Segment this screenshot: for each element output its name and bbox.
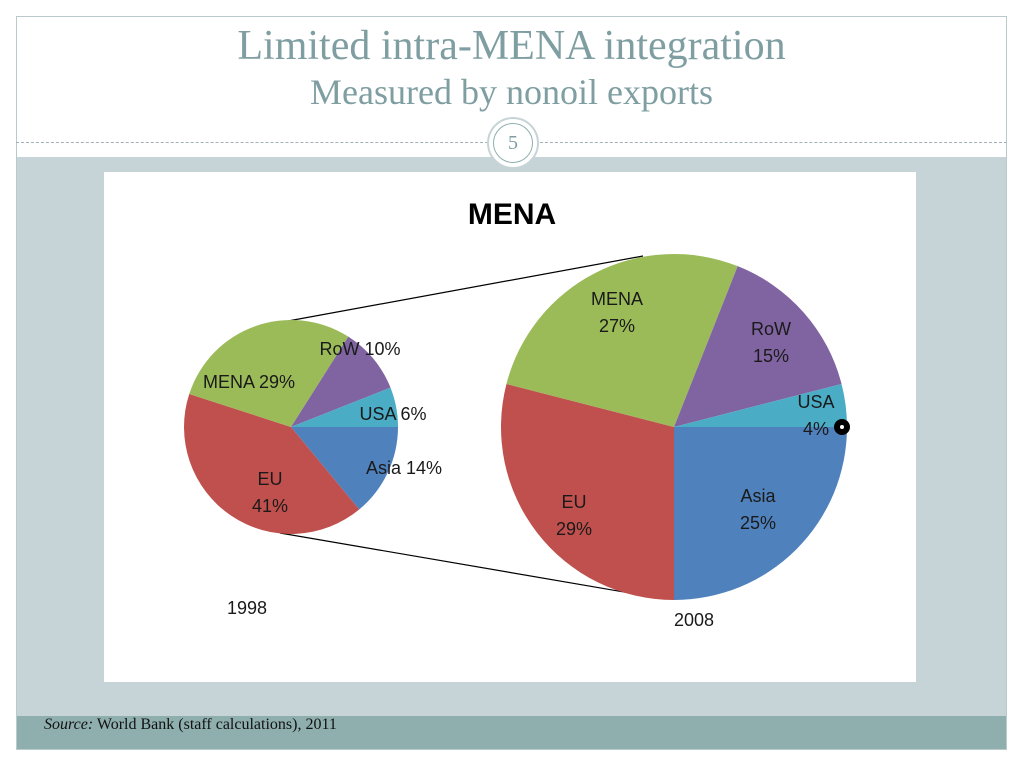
slice-2008-asia	[674, 427, 847, 600]
connector-line-bottom	[279, 532, 660, 599]
selection-handle-dot-icon	[840, 425, 844, 429]
chart-title: MENA	[468, 198, 556, 231]
slide-title: Limited intra-MENA integration	[237, 23, 786, 69]
connector-line-top	[287, 255, 644, 322]
chart-panel: MENA Asia 14% EU 41% MENA 29% RoW 10% USA 6% A…	[104, 172, 916, 682]
pie-connectors	[279, 255, 660, 599]
source-label: Source:	[44, 716, 94, 733]
footer-band	[17, 716, 1006, 749]
pie-name-2008: 2008	[674, 610, 714, 630]
slice-1998-asia	[291, 427, 398, 510]
slide-subtitle: Measured by nonoil exports	[310, 72, 713, 112]
pie-labels: Asia 14% EU 41% MENA 29% RoW 10% USA 6% Asia 25…	[203, 289, 835, 539]
label-2008-usa: USA 4%	[797, 392, 834, 439]
slice-2008-mena	[506, 254, 738, 427]
label-1998-asia: Asia 14%	[366, 458, 442, 478]
label-1998-mena: MENA 29%	[203, 372, 295, 392]
slice-2008-usa	[674, 383, 847, 427]
label-1998-row: RoW 10%	[319, 339, 400, 359]
label-1998-eu: EU 41%	[252, 469, 288, 516]
source-note: Source: World Bank (staff calculations),…	[44, 714, 337, 736]
label-1998-usa: USA 6%	[359, 404, 426, 424]
slice-1998-row	[291, 336, 391, 427]
label-2008-row: RoW 15%	[751, 319, 791, 366]
slice-1998-mena	[189, 320, 349, 427]
pie-chart: MENA Asia 14%EU 41%MENA 29%RoW 10%USA 6%A…	[184, 198, 850, 630]
title-area: Limited intra-MENA integration Measured …	[16, 16, 1007, 144]
page-number-badge: 5	[487, 117, 539, 169]
slice-1998-usa	[291, 387, 398, 427]
label-2008-eu: EU 29%	[556, 492, 592, 539]
pie-name-1998: 1998	[227, 598, 267, 618]
slice-2008-eu	[501, 383, 674, 600]
slice-1998-eu	[184, 393, 360, 534]
page-number: 5	[493, 123, 533, 163]
source-text: World Bank (staff calculations), 2011	[96, 716, 337, 733]
slice-2008-row	[674, 266, 842, 427]
pies	[184, 254, 847, 600]
label-2008-mena: MENA 27%	[591, 289, 643, 336]
label-2008-asia: Asia 25%	[740, 486, 777, 533]
